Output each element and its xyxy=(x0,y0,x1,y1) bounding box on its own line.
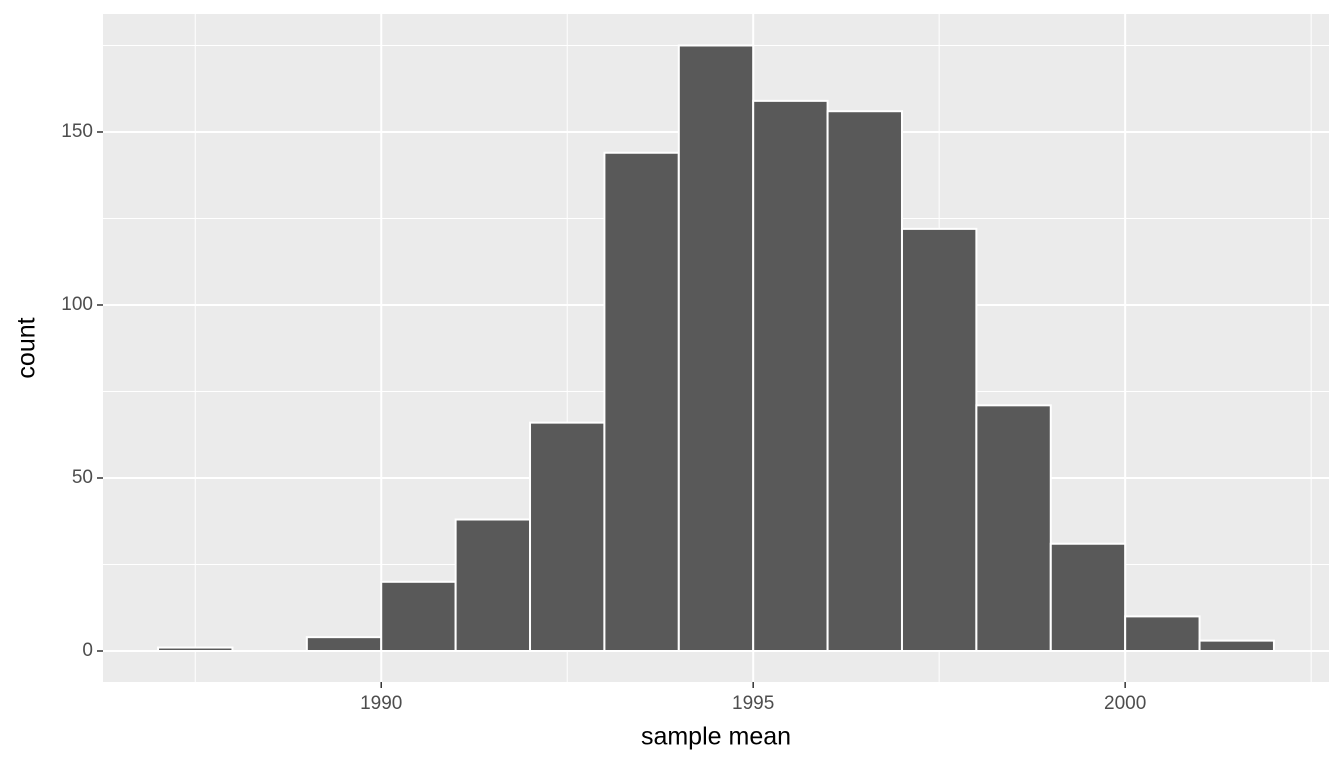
bar xyxy=(157,646,234,652)
x-tick-label: 2000 xyxy=(1104,693,1146,714)
bar xyxy=(1124,615,1201,652)
y-tick-label: 100 xyxy=(61,294,93,315)
bar xyxy=(529,421,606,652)
y-axis-title: count xyxy=(13,317,41,378)
bar xyxy=(305,636,383,652)
y-tick-label: 50 xyxy=(72,467,93,488)
bar xyxy=(380,580,457,652)
bar xyxy=(677,44,755,652)
x-tick-label: 1995 xyxy=(732,693,774,714)
y-tick-label: 0 xyxy=(82,640,93,661)
bar xyxy=(1049,542,1127,652)
bar xyxy=(752,99,829,652)
bar xyxy=(603,151,680,652)
bar xyxy=(900,227,978,652)
bar xyxy=(975,404,1052,652)
x-tick-label: 1990 xyxy=(360,693,402,714)
x-axis-title: sample mean xyxy=(641,723,791,751)
bar xyxy=(826,110,903,652)
bar xyxy=(454,518,532,652)
y-tick-label: 150 xyxy=(61,121,93,142)
bar xyxy=(1198,639,1275,652)
